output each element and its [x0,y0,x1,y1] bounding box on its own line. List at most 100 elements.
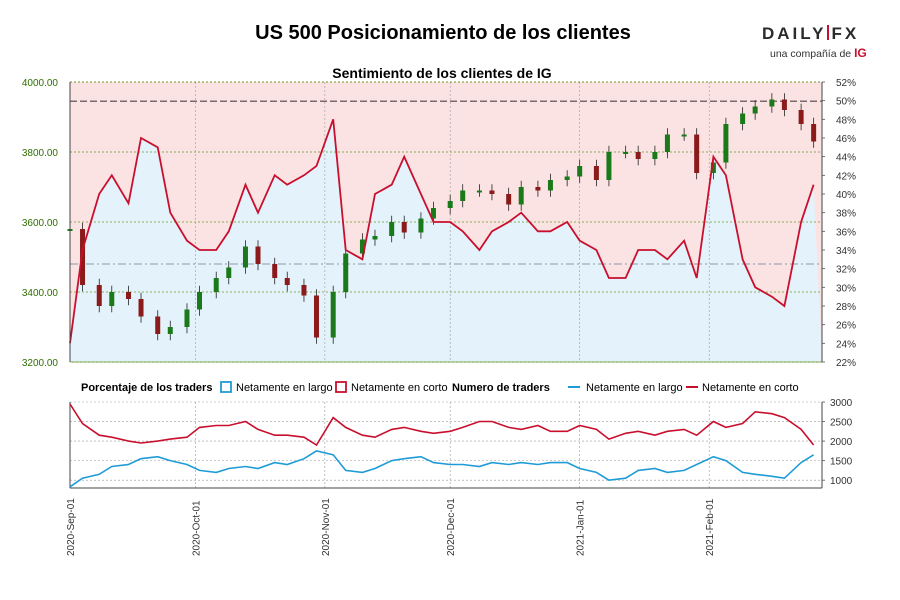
candle [710,162,716,173]
y-right-tick-label: 24% [836,339,856,350]
x-tick-label: 2021-Feb-01 [705,498,716,556]
y-right-tick-label: 22% [836,358,856,369]
candle [781,99,787,110]
sentiment-chart-title: Sentimiento de los clientes de IG [332,65,551,81]
sentiment-line [69,118,815,344]
y-right-tick-label: 1000 [830,476,853,487]
y-right-tick-label: 42% [836,171,856,182]
candle [330,292,336,338]
traders-panel: 1000 1500 2000 2500 3000 [69,398,853,489]
y-left-tick-label: 4000.00 [22,78,59,89]
candle [197,292,203,310]
candle [359,239,365,254]
legend-percent-title: Porcentaje de los traders [81,382,212,394]
candle [138,299,144,317]
candle [769,99,775,107]
y-left-tick-label: 3600.00 [22,218,59,229]
y-left-tick-label: 3200.00 [22,358,59,369]
y-right-tick-label: 26% [836,321,856,332]
candle [184,309,190,327]
x-tick-label: 2020-Nov-01 [321,498,332,556]
candle [430,208,436,219]
candle [301,285,307,296]
candle [547,180,553,191]
candle [226,267,232,278]
x-tick-label: 2020-Dec-01 [446,498,457,556]
candle [752,106,758,114]
candle [125,292,131,299]
y-right-tick-label: 30% [836,283,856,294]
candle [506,194,512,205]
y-right-tick-label: 38% [836,209,856,220]
candle [635,152,641,159]
y-right-tick-label: 34% [836,246,856,257]
legend-short-count-label: Netamente en corto [702,382,799,394]
x-tick-label: 2020-Oct-01 [191,500,202,556]
candle [389,222,395,236]
candle [489,190,495,194]
legend-long-count-label: Netamente en largo [586,382,683,394]
candle [155,316,161,334]
sentiment-panel: 3200.00 3400.00 3600.00 3800.00 4000.00 22% 24… [22,78,856,369]
y-right-tick-label: 3000 [830,398,853,409]
logo-brand-right: FX [831,24,860,43]
candle [606,152,612,180]
candle [447,201,453,208]
candle [593,166,599,180]
long-count-line [69,450,815,488]
candle [577,166,583,177]
legend-long-label: Netamente en largo [236,382,333,394]
legend-long-box [220,381,232,393]
logo-separator [827,25,830,40]
candle [564,176,570,180]
y-right-tick-label: 52% [836,78,856,89]
legend-short-label: Netamente en corto [351,382,448,394]
candle [623,152,629,154]
x-tick-label: 2021-Jan-01 [576,499,587,556]
candle [476,190,482,193]
legend: Porcentaje de los traders Netamente en la… [81,381,799,394]
candle [664,134,670,152]
candle [723,124,729,163]
logo-brand-left: DAILY [762,24,827,43]
y-right-tick-label: 32% [836,265,856,276]
y-left-tick-label: 3800.00 [22,148,59,159]
page-title: US 500 Posicionamiento de los clientes [255,22,631,44]
y-right-tick-label: 2000 [830,437,853,448]
y-right-tick-label: 40% [836,190,856,201]
y-right-tick-label: 48% [836,115,856,126]
y-right-tick-label: 36% [836,227,856,238]
candle [109,292,115,306]
y-left-tick-label: 3400.00 [22,288,59,299]
logo-ig: IG [854,46,867,60]
y-right-tick-label: 50% [836,97,856,108]
candle [460,190,466,201]
legend-short-box [335,381,347,393]
candle [798,110,804,124]
y-right-tick-label: 28% [836,302,856,313]
long-area [70,119,822,362]
candle [96,285,102,306]
candle [535,187,541,191]
candle [213,278,219,292]
dailyfx-logo: DAILY FX una compañía de IG [762,24,870,64]
candle [284,278,290,285]
candle [518,187,524,205]
candle [343,253,349,292]
candle [652,152,658,159]
candle [418,218,424,233]
candle [681,134,687,137]
logo-subtitle: una compañía de [770,48,852,60]
candle [80,229,86,285]
y-right-tick-label: 1500 [830,457,853,468]
y-right-tick-label: 2500 [830,418,853,429]
candle [242,246,248,268]
candle [811,124,817,142]
candle [740,113,746,124]
short-count-line [69,403,815,447]
candle [313,295,319,338]
candle [401,222,407,233]
legend-count-title: Numero de traders [452,382,550,394]
candle [167,327,173,334]
